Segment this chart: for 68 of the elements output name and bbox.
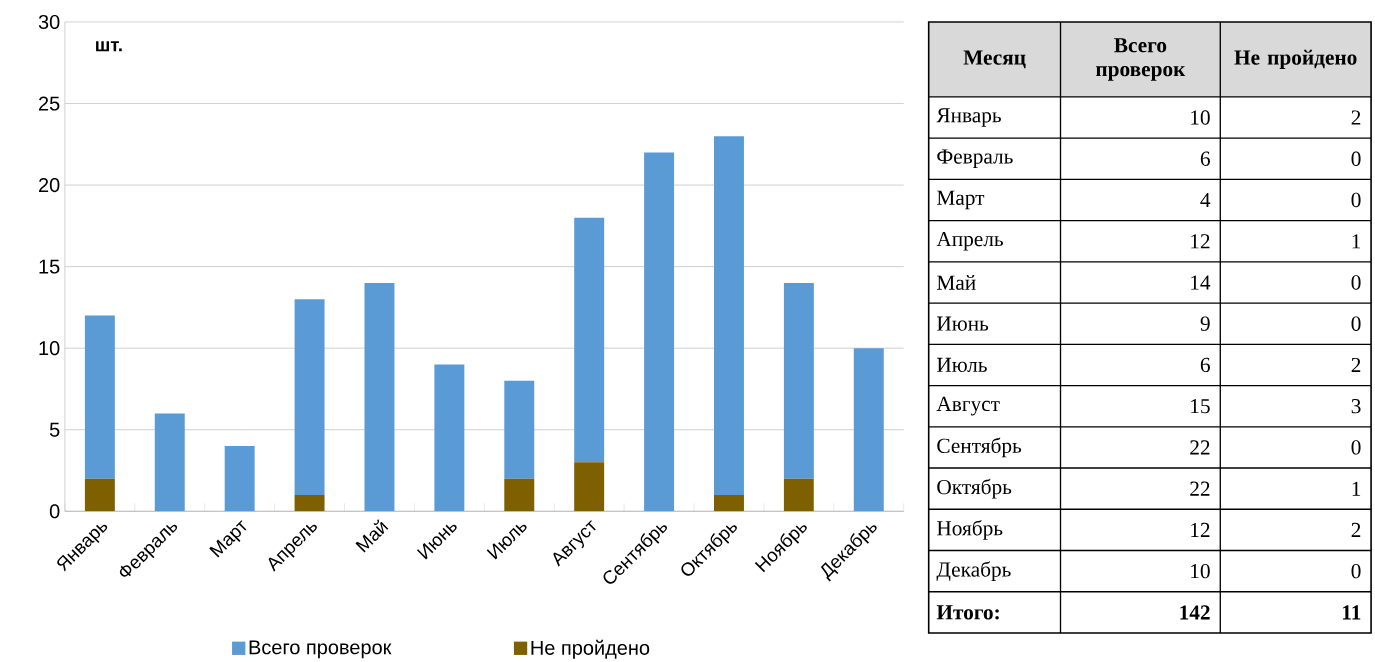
data-label: 6 [1200,151,1210,166]
y-tick-label: 20 [39,178,60,193]
y-tick-label: 0 [49,504,60,519]
text: Не пройдено [1234,49,1357,70]
data-label: 0 [1351,440,1361,455]
category-label: Сентябрь [937,437,1022,458]
category-label: Август [936,396,1000,416]
bar [644,152,675,512]
bar [84,315,115,479]
bar [434,364,465,512]
bar [224,446,255,512]
data-label: 3 [1351,399,1361,414]
data-label: 0 [1351,192,1361,208]
bar [154,413,185,512]
bar [714,494,744,512]
y-tick-label: 5 [49,422,60,437]
y-tick-label: 10 [39,341,60,356]
category-label: Октябрь [937,478,1012,499]
data-label: 10 [1191,110,1210,125]
data-label: 4 [1200,192,1211,207]
data-label: 0 [1351,151,1361,166]
bar [294,299,325,495]
bar [783,282,814,479]
bar [853,348,884,512]
category-label: Март [937,190,985,210]
data-label: 0 [1351,275,1361,290]
data-label: 15 [1191,399,1210,414]
data-label: 2 [1351,110,1361,125]
category-label: Июнь [937,316,989,331]
data-label: 22 [1190,481,1210,496]
y-tick-label: 15 [39,259,60,274]
text: 11 [1342,605,1361,620]
category-label: Апрель [936,231,1003,251]
data-label: 6 [1200,357,1210,373]
bar [714,136,744,495]
data-label: 9 [1200,316,1210,331]
data-label: 2 [1351,357,1361,372]
data-label: 12 [1191,522,1210,537]
data-label: 12 [1191,234,1210,249]
category-label: Февраль [937,149,1013,168]
text: Всего проверок [1095,38,1186,81]
bar [84,478,115,512]
y-tick-label: 30 [38,14,60,30]
legend-label: Не пройдено [531,639,650,659]
text: 142 [1180,605,1210,620]
category-label: Январь [936,108,1001,127]
bar [504,380,535,479]
bar [294,494,325,512]
text: Итого: [936,605,999,620]
category-label: Май [937,275,976,290]
bar [574,462,605,512]
data-label: 1 [1352,481,1361,496]
text: Месяц [963,50,1026,69]
bar [504,478,535,512]
bar [364,282,395,512]
legend-label: Всего проверок [249,640,392,659]
bar [783,478,814,512]
data-label: 1 [1352,234,1361,249]
data-label: 14 [1191,275,1211,290]
data-label: 0 [1351,563,1361,579]
bar [574,217,605,463]
data-label: 2 [1351,522,1361,537]
data-label: 22 [1190,440,1210,455]
y-axis-title: шт. [96,41,122,52]
y-tick-label: 25 [39,96,60,111]
data-label: 10 [1191,563,1210,579]
category-label: Июль [937,357,987,373]
data-label: 0 [1351,316,1361,331]
